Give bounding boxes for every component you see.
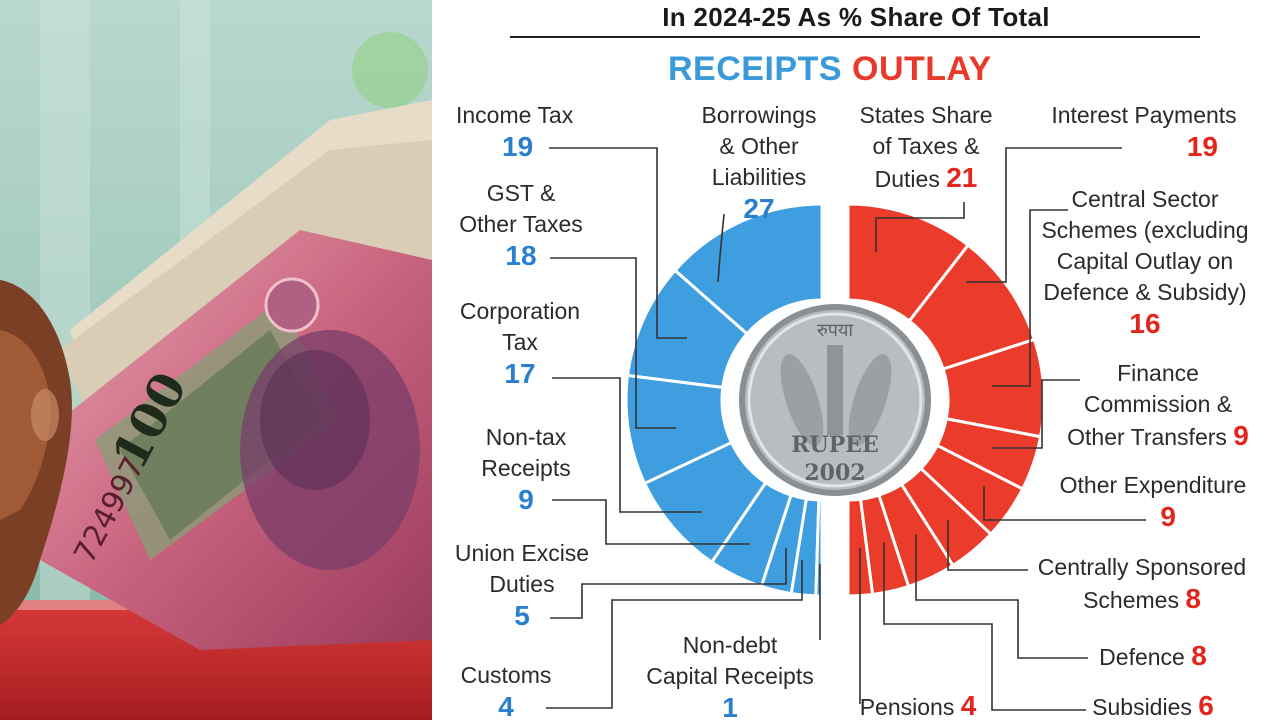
label-line: Defence xyxy=(1099,644,1185,670)
leader-line-receipts-gst xyxy=(550,257,676,429)
leader-line-receipts-borrowings xyxy=(717,213,725,283)
label-line: States Share xyxy=(859,102,993,128)
receipt-label-corporation-tax: Corporation Tax 17 xyxy=(456,296,584,389)
label-line: GST & xyxy=(486,180,556,206)
leader-line-receipts-excise xyxy=(550,548,787,619)
donut-chart: रुपया RUPEE 2002 xyxy=(546,147,1146,711)
label-line: Other Transfers xyxy=(1067,424,1227,450)
leader-line-outlay-other-expenditure xyxy=(983,486,1146,521)
hand xyxy=(0,280,72,625)
receipt-label-income-tax: Income Tax 19 xyxy=(456,100,573,162)
label-line: Pensions xyxy=(859,694,955,720)
label-value: 4 xyxy=(960,690,977,720)
coin-rupee: RUPEE xyxy=(791,432,879,458)
label-value: 18 xyxy=(505,240,537,271)
label-line: Capital Outlay on xyxy=(1056,248,1234,274)
label-value: 9 xyxy=(518,484,534,515)
leader-line-receipts-income-tax xyxy=(549,147,687,339)
banknote-stack: 100 724997 xyxy=(40,100,432,650)
label-value: 17 xyxy=(504,358,536,389)
label-line: Union Excise xyxy=(454,540,590,566)
receipt-label-gst: GST & Other Taxes 18 xyxy=(456,178,586,271)
label-value: 9 xyxy=(1233,420,1249,451)
outlay-donut xyxy=(846,202,1046,598)
label-line: Subsidies xyxy=(1092,694,1192,720)
label-value: 8 xyxy=(1191,640,1207,671)
label-value: 16 xyxy=(1129,308,1161,339)
label-line: Interest Payments xyxy=(1051,102,1237,128)
label-line: Customs xyxy=(460,662,552,688)
label-line: Tax xyxy=(502,329,538,355)
label-line: Duties xyxy=(489,571,555,597)
receipt-label-non-debt: Non-debt Capital Receipts 1 xyxy=(640,630,820,720)
leader-line-outlay-states-share xyxy=(875,202,965,252)
label-line: Schemes xyxy=(1083,587,1179,613)
receipt-label-excise: Union Excise Duties 5 xyxy=(452,538,592,631)
outlay-label-pensions: Pensions 4 xyxy=(856,690,980,720)
leader-line-outlay-interest xyxy=(966,147,1122,283)
outlay-label-central-sector: Central Sector Schemes (excluding Capita… xyxy=(1034,184,1256,339)
label-line: Other Taxes xyxy=(459,211,583,237)
label-line: Commission & xyxy=(1083,391,1233,417)
label-line: Capital Receipts xyxy=(646,663,814,689)
label-line: Defence & Subsidy) xyxy=(1043,279,1247,305)
leader-line-receipts-corporation-tax xyxy=(552,377,702,513)
label-value: 4 xyxy=(498,691,514,720)
outlay-label-other-expenditure: Other Expenditure 9 xyxy=(1050,470,1256,532)
label-line: & Other xyxy=(719,133,799,159)
label-line: Receipts xyxy=(481,455,571,481)
label-line: Income Tax xyxy=(456,102,574,128)
label-value: 5 xyxy=(514,600,530,631)
outlay-label-interest: Interest Payments 19 xyxy=(1044,100,1244,162)
outlay-label-defence: Defence 8 xyxy=(1098,640,1208,673)
label-line: Other Expenditure xyxy=(1059,472,1247,498)
heading-rule xyxy=(510,36,1200,38)
label-value: 27 xyxy=(743,193,775,224)
leader-line-outlay-centrally-sponsored xyxy=(947,520,1028,571)
label-line: Schemes (excluding xyxy=(1041,217,1249,243)
chart-heading: In 2024-25 As % Share Of Total xyxy=(662,2,1050,32)
label-value: 19 xyxy=(502,131,534,162)
outlay-label-states-share: States Share of Taxes & Duties 21 xyxy=(856,100,996,195)
leader-lines xyxy=(546,147,1146,711)
label-line: Central Sector xyxy=(1071,186,1219,212)
outlay-label-finance-commission: Finance Commission & Other Transfers 9 xyxy=(1060,358,1256,453)
label-line: Finance xyxy=(1117,360,1199,386)
outlay-title: OUTLAY xyxy=(852,50,992,88)
leader-line-outlay-subsidies xyxy=(883,542,1086,711)
label-value: 19 xyxy=(1186,131,1218,162)
label-line: Liabilities xyxy=(711,164,807,190)
coin-script: रुपया xyxy=(817,320,853,341)
receipt-label-customs: Customs 4 xyxy=(458,660,554,720)
label-value: 6 xyxy=(1198,690,1214,720)
budget-infographic: In 2024-25 As % Share Of Total RECEIPTS … xyxy=(432,0,1280,720)
leader-line-outlay-central-sector xyxy=(992,209,1068,387)
outlay-label-centrally-sponsored: Centrally Sponsored Schemes 8 xyxy=(1030,552,1254,616)
label-value: 8 xyxy=(1185,583,1201,614)
label-line: Duties xyxy=(874,166,940,192)
label-line: Non-tax xyxy=(485,424,567,450)
label-value: 9 xyxy=(1160,501,1176,532)
outlay-label-subsidies: Subsidies 6 xyxy=(1088,690,1218,720)
label-line: of Taxes & xyxy=(872,133,980,159)
receipts-title: RECEIPTS xyxy=(668,50,843,88)
receipt-label-borrowings: Borrowings & Other Liabilities 27 xyxy=(694,100,824,224)
rupee-coin: रुपया RUPEE 2002 xyxy=(733,298,937,502)
leader-line-receipts-non-tax xyxy=(552,499,750,545)
receipt-label-non-tax: Non-tax Receipts 9 xyxy=(466,422,586,515)
label-line: Non-debt xyxy=(682,632,778,658)
label-line: Centrally Sponsored xyxy=(1037,554,1247,580)
label-line: Corporation xyxy=(459,298,581,324)
leader-line-outlay-defence xyxy=(915,534,1088,659)
leader-line-outlay-finance-commission xyxy=(992,379,1080,449)
label-line: Borrowings xyxy=(701,102,817,128)
label-value: 21 xyxy=(946,162,978,193)
leader-line-receipts-customs xyxy=(546,560,803,709)
label-value: 1 xyxy=(722,692,738,720)
coin-year: 2002 xyxy=(804,460,865,486)
banknote-photo: 100 724997 xyxy=(0,0,432,720)
